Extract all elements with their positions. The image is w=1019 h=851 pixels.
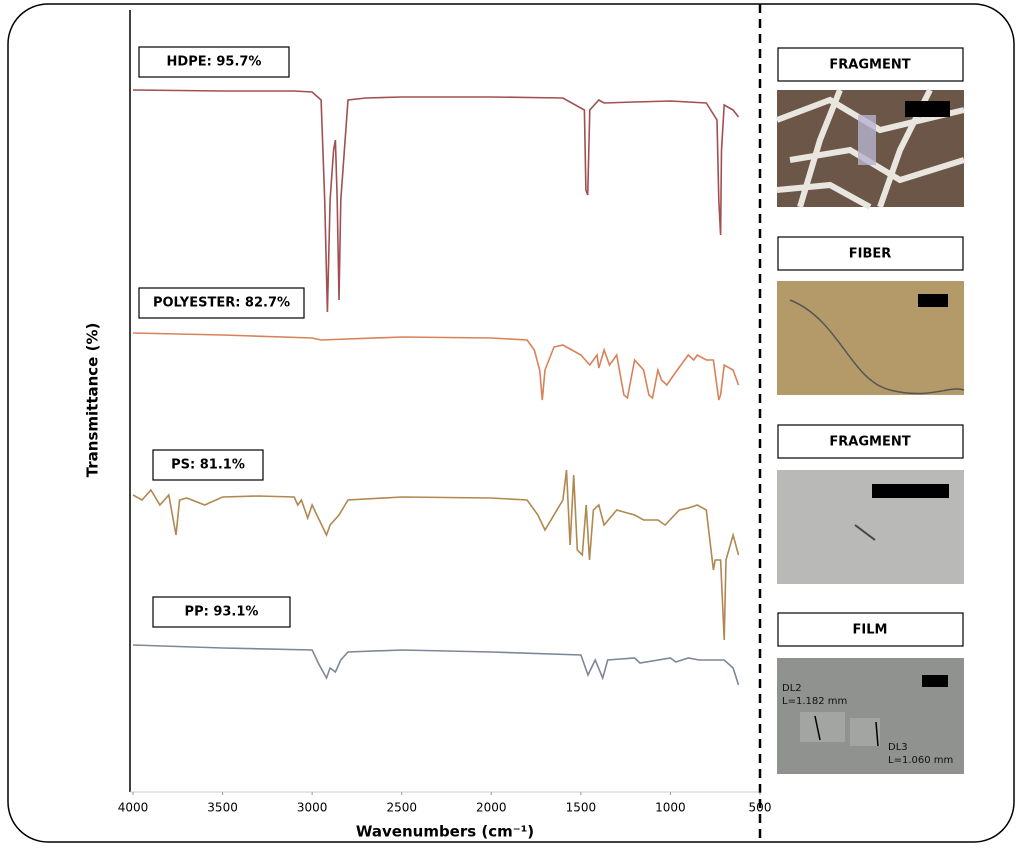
annotation: DL3 — [888, 742, 908, 753]
series-label: POLYESTER: 82.7% — [153, 296, 290, 311]
panel-label: FRAGMENT — [829, 58, 910, 73]
panel-label-box — [777, 236, 964, 271]
annotation: L=1.060 mm — [888, 755, 953, 766]
x-tick-label: 4000 — [118, 801, 149, 815]
micrograph-3 — [777, 470, 964, 584]
series-label-box — [138, 287, 305, 319]
series-label: PP: 93.1% — [185, 605, 259, 620]
micrograph-4 — [777, 658, 964, 774]
series-label: HDPE: 95.7% — [167, 55, 262, 70]
micrograph-2 — [777, 281, 965, 395]
spectrum-line — [132, 89, 740, 313]
series-label-box — [152, 596, 291, 628]
panel-label-box — [777, 612, 964, 647]
panel-label: FRAGMENT — [829, 435, 910, 450]
frame — [7, 3, 1015, 843]
x-tick-label: 1500 — [566, 801, 597, 815]
panel-label: FILM — [853, 623, 888, 638]
y-axis-label: Transmittance (%) — [84, 323, 102, 478]
x-tick-label: 3000 — [297, 801, 328, 815]
spectrum-line — [132, 644, 740, 686]
series-label-box — [138, 46, 290, 78]
annotation: L=1.182 mm — [782, 696, 847, 707]
x-tick-label: 500 — [749, 801, 772, 815]
panel-label-box — [777, 424, 964, 459]
spectrum-line — [132, 469, 740, 641]
x-axis-label: Wavenumbers (cm⁻¹) — [356, 823, 534, 841]
series-label: PS: 81.1% — [171, 458, 245, 473]
panel-label-box — [777, 47, 964, 82]
x-tick-label: 2000 — [476, 801, 507, 815]
x-tick-label: 2500 — [386, 801, 417, 815]
panel-label: FIBER — [849, 247, 892, 262]
x-tick-label: 3500 — [207, 801, 238, 815]
micrograph-1 — [775, 88, 965, 210]
spectrum-line — [132, 332, 740, 401]
series-label-box — [152, 449, 264, 481]
annotation: DL2 — [782, 683, 802, 694]
x-tick-label: 1000 — [655, 801, 686, 815]
